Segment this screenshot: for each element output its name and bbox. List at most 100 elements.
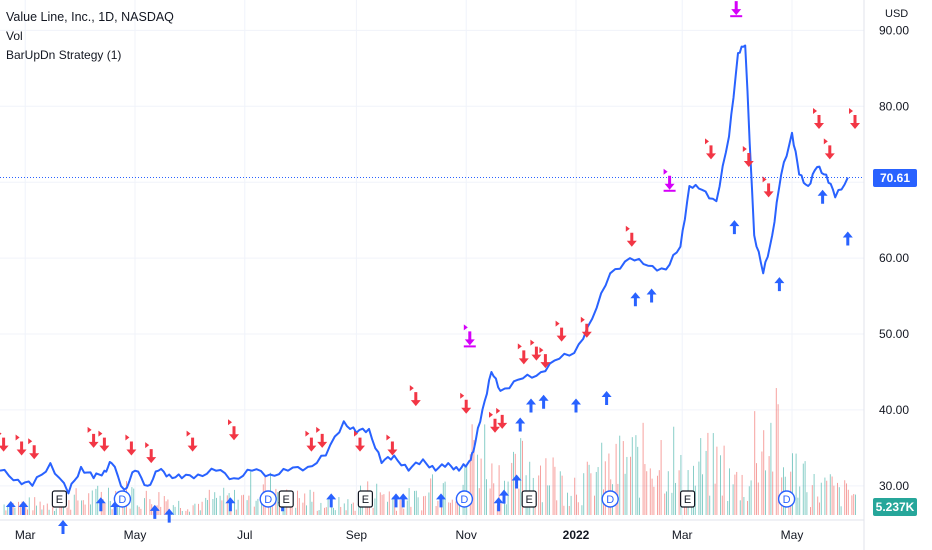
dividend-marker[interactable] (601, 490, 619, 508)
volume-bar (432, 474, 433, 515)
buy-signal-arrow (391, 493, 401, 508)
volume-bar (410, 506, 412, 515)
volume-bar (41, 509, 43, 515)
volume-bar (486, 479, 487, 515)
buy-signal-arrow (526, 398, 536, 413)
volume-bar (820, 482, 822, 515)
volume-bar (851, 495, 853, 515)
volume-bar (846, 483, 847, 515)
symbol-title[interactable]: Value Line, Inc., 1D, NASDAQ (6, 10, 174, 24)
sell-arrow-shape (306, 437, 317, 452)
buy-signal-arrow (326, 493, 337, 508)
volume-bar (421, 510, 423, 515)
volume-bar (549, 485, 550, 515)
buy-arrow-shape (526, 398, 536, 413)
volume-bar (451, 499, 453, 515)
buy-signal-arrow (149, 504, 160, 519)
earnings-marker[interactable] (278, 490, 294, 508)
volume-bar (216, 497, 217, 515)
buy-signal-arrow (646, 288, 657, 303)
volume-bar (82, 500, 84, 515)
dividend-marker[interactable] (113, 490, 132, 508)
volume-bar (311, 501, 313, 515)
volume-bar (455, 501, 457, 515)
volume-bar (369, 501, 370, 515)
volume-bar (354, 510, 356, 515)
dividend-marker[interactable] (455, 490, 474, 508)
volume-bar (772, 471, 774, 515)
volume-bar (840, 506, 842, 515)
sell-signal-arrow (317, 433, 328, 448)
volume-bar (646, 471, 648, 515)
entry-marker (460, 392, 465, 399)
buy-signal-arrow (774, 277, 785, 292)
volume-bar (46, 503, 48, 515)
volume-bar (637, 446, 639, 515)
volume-bar (88, 493, 90, 515)
volume-bar (77, 500, 79, 515)
sell-signal-arrow (306, 437, 317, 452)
volume-bar (581, 505, 583, 515)
earnings-marker-label: E (526, 494, 533, 506)
buy-arrow-shape (515, 417, 526, 432)
earnings-marker[interactable] (357, 490, 373, 508)
volume-bar (838, 487, 840, 515)
sell-signal-arrow (743, 153, 754, 168)
volume-bar (657, 475, 658, 515)
sell-signal-arrow (16, 441, 27, 456)
volume-bar (343, 503, 345, 515)
sell-signal-arrow (556, 327, 567, 342)
buy-signal-arrow (493, 497, 504, 512)
earnings-marker[interactable] (51, 490, 68, 508)
earnings-marker[interactable] (679, 490, 696, 508)
strategy-indicator-label[interactable]: BarUpDn Strategy (1) (6, 48, 122, 62)
sell-arrow-shape (531, 346, 542, 361)
dividend-marker[interactable] (259, 490, 277, 508)
sell-arrow-shape (29, 445, 40, 460)
volume-bar (68, 500, 70, 515)
volume-bar (136, 505, 138, 515)
volume-bar (478, 488, 480, 515)
volume-bar (577, 502, 579, 515)
entry-marker (228, 419, 232, 426)
volume-bar (583, 473, 585, 515)
volume-bar (694, 485, 696, 515)
entry-marker (15, 434, 20, 441)
sell-arrow-shape (88, 433, 99, 448)
volume-bar (721, 495, 723, 515)
sell-signal-arrow (626, 232, 637, 247)
volume-bar (736, 471, 738, 515)
sell-signal-arrow (461, 399, 472, 414)
volume-bar (403, 508, 405, 515)
volume-bar (334, 510, 336, 515)
earnings-marker[interactable] (521, 490, 537, 508)
volume-bar (208, 489, 210, 515)
volume-bar (75, 488, 77, 515)
volume-bar (777, 404, 779, 515)
volume-bar (739, 500, 741, 515)
volume-bar (291, 501, 293, 515)
earnings-marker-label: E (56, 494, 63, 506)
volume-bar (538, 475, 540, 515)
volume-bar (19, 504, 21, 515)
volume-bar (471, 424, 473, 515)
entry-marker (0, 432, 2, 435)
volume-bar (34, 497, 36, 515)
currency-label[interactable]: USD (885, 8, 909, 20)
buy-arrow-shape (538, 394, 549, 409)
entry-marker (539, 347, 544, 354)
sell-signal-arrow (531, 346, 542, 361)
volume-bar (167, 499, 169, 515)
sell-signal-arrow (540, 354, 551, 369)
earnings-marker-label: E (362, 494, 369, 506)
volume-bar (498, 465, 500, 515)
buy-arrow-shape (95, 497, 106, 512)
volume-bar (417, 497, 419, 515)
volume-bar (226, 495, 228, 515)
volume-bar (282, 509, 284, 515)
volume-indicator-label[interactable]: Vol (6, 29, 23, 43)
volume-bar (511, 462, 513, 515)
volume-bar (261, 495, 262, 515)
dividend-marker[interactable] (777, 490, 796, 508)
